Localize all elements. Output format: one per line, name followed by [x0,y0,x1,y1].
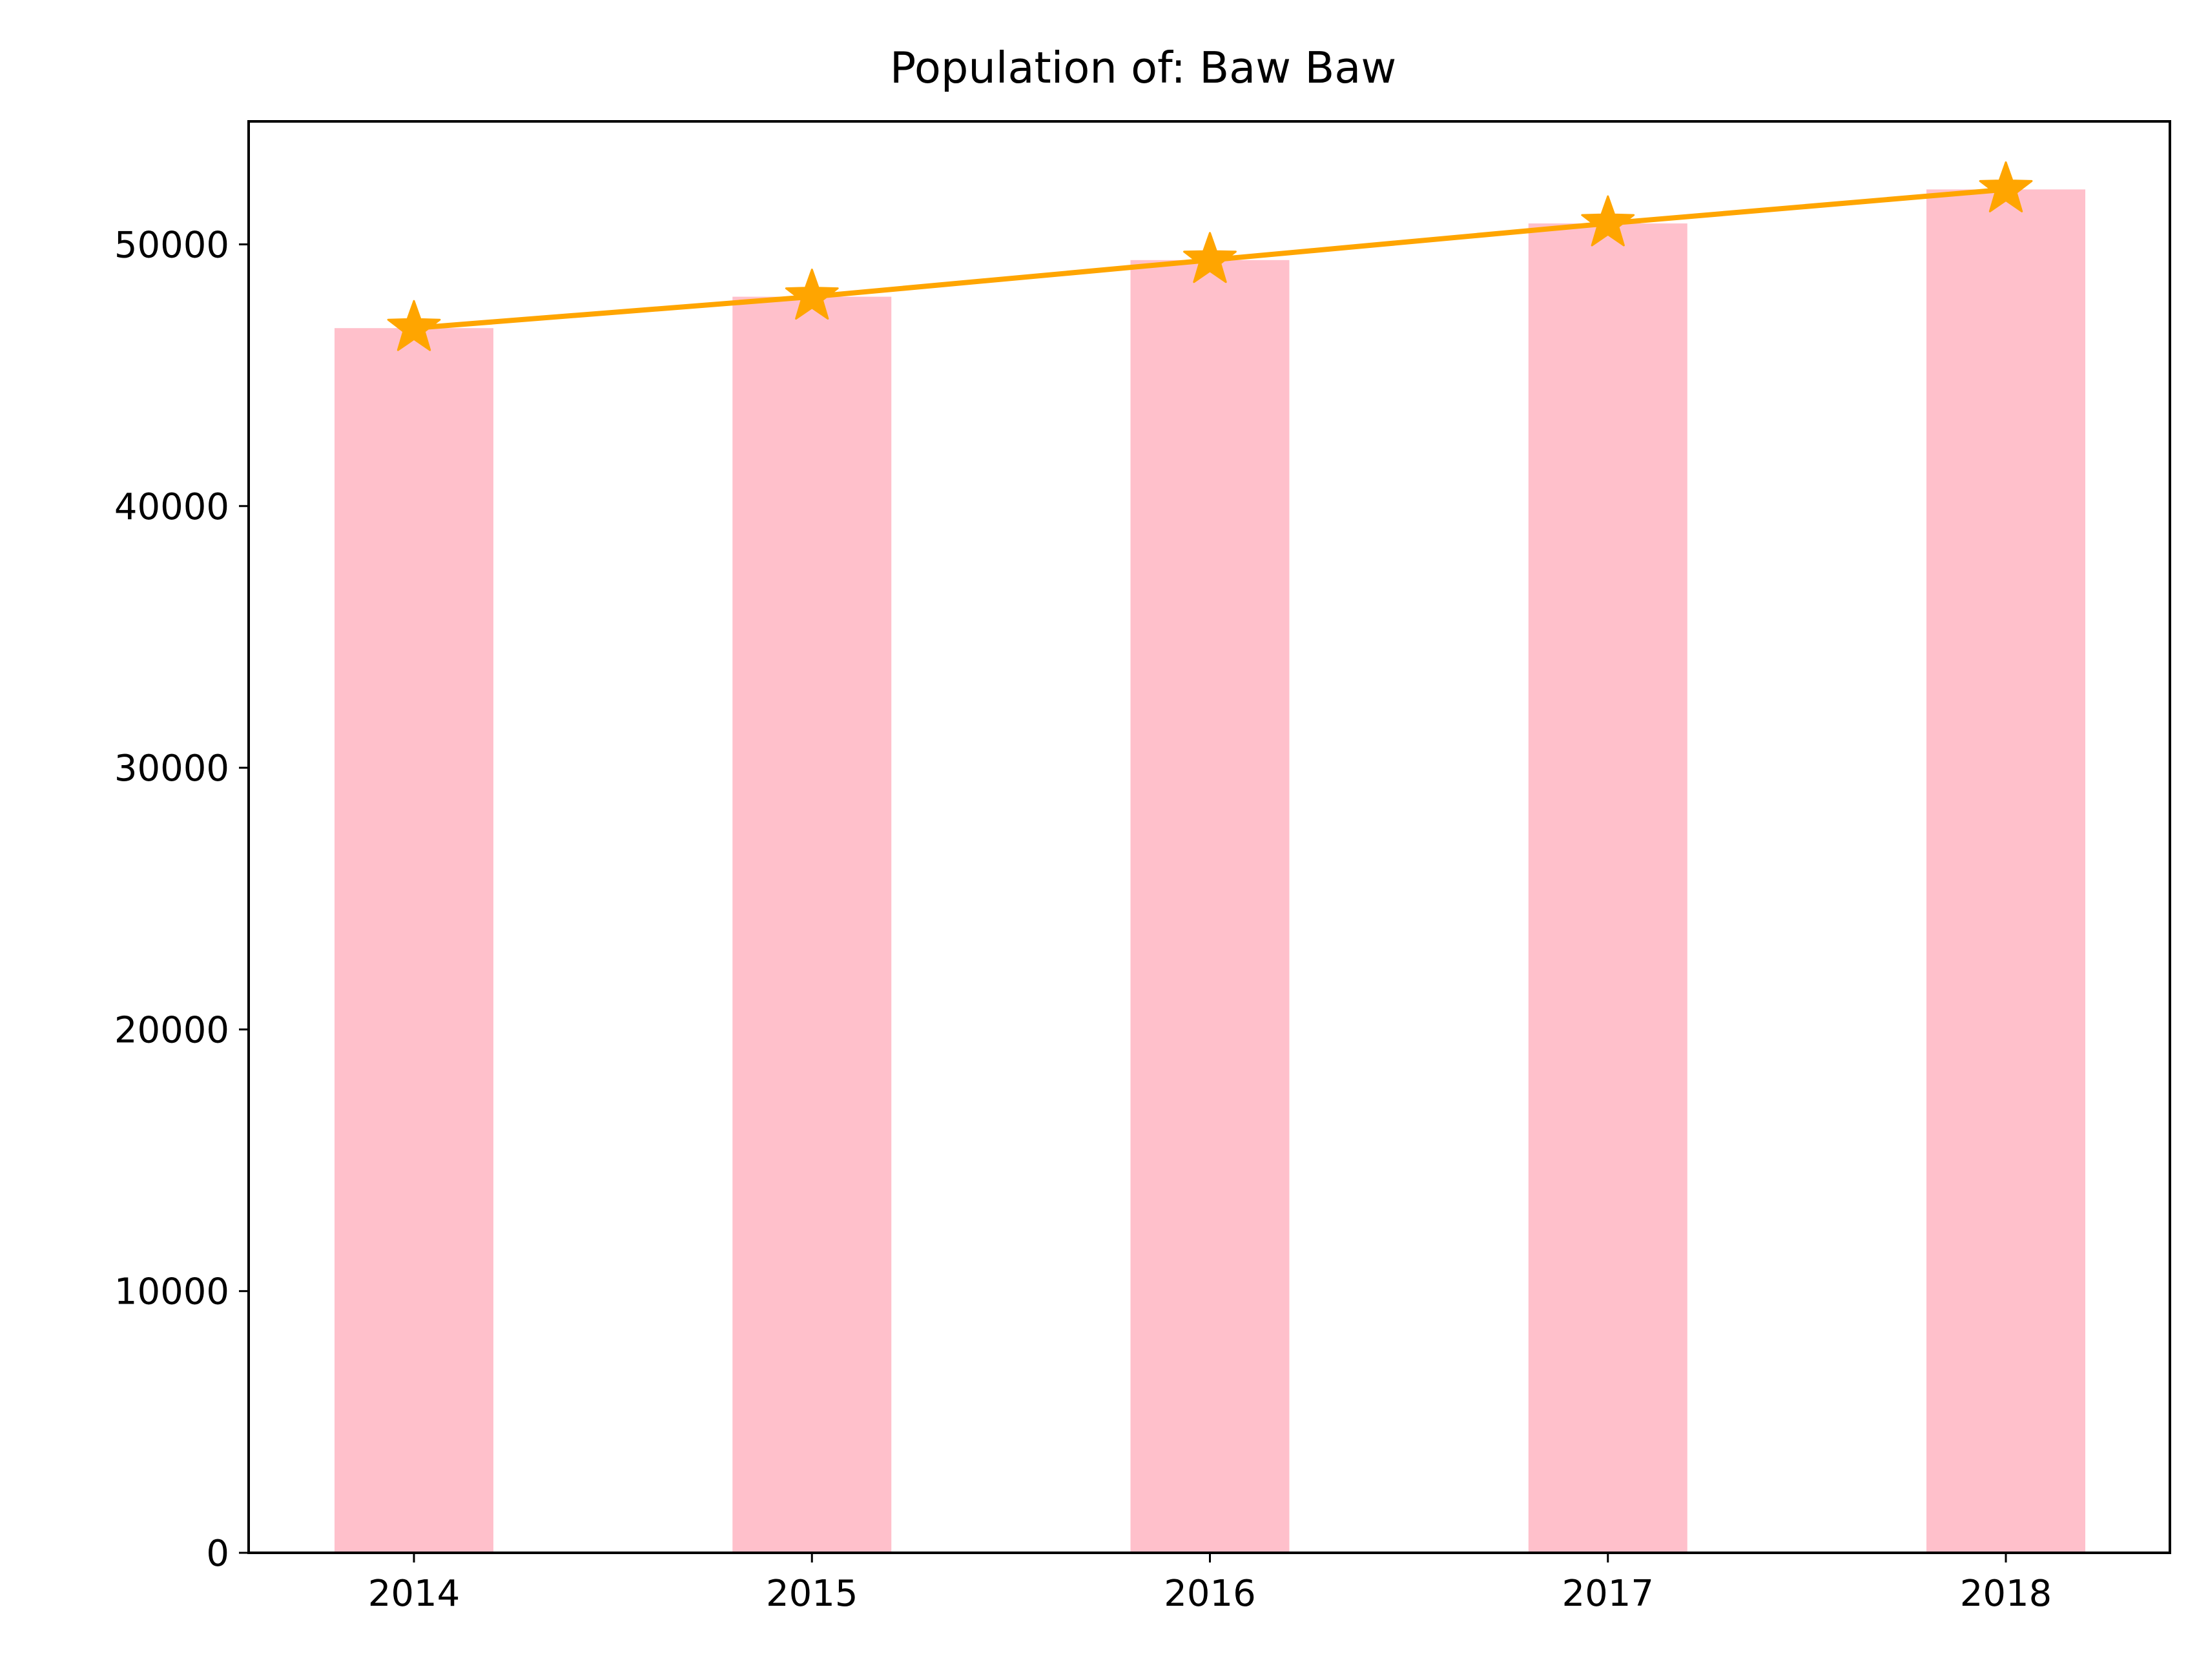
bar-2016 [1130,260,1290,1553]
chart-title: Population of: Baw Baw [890,43,1396,93]
line-point-2017 [1581,195,1635,247]
x-tick-label-2017: 2017 [1562,1573,1654,1615]
y-tick-label-0: 0 [206,1533,229,1575]
y-tick-label-40000: 40000 [114,486,229,528]
line-point-2014 [387,300,441,351]
y-tick-label-20000: 20000 [114,1009,229,1051]
line-point-2015 [785,269,839,320]
bar-2015 [732,296,892,1553]
y-tick-label-10000: 10000 [114,1271,229,1313]
y-tick-label-50000: 50000 [114,224,229,266]
bar-series [335,189,2085,1553]
y-tick-label-30000: 30000 [114,748,229,790]
bar-2014 [335,328,493,1553]
line-series [387,161,2033,351]
x-tick-label-2015: 2015 [766,1573,858,1615]
x-axis: 2014 2015 2016 2017 2018 [368,1553,2052,1615]
line-point-2018 [1979,161,2033,212]
bar-2018 [1926,189,2085,1553]
x-tick-label-2016: 2016 [1164,1573,1256,1615]
y-axis: 0 10000 20000 30000 40000 50000 [114,224,249,1575]
x-tick-label-2018: 2018 [1960,1573,2052,1615]
x-tick-label-2014: 2014 [368,1573,460,1615]
bar-2017 [1528,223,1687,1553]
line-point-2016 [1183,232,1237,283]
plot-frame [247,120,2171,1554]
